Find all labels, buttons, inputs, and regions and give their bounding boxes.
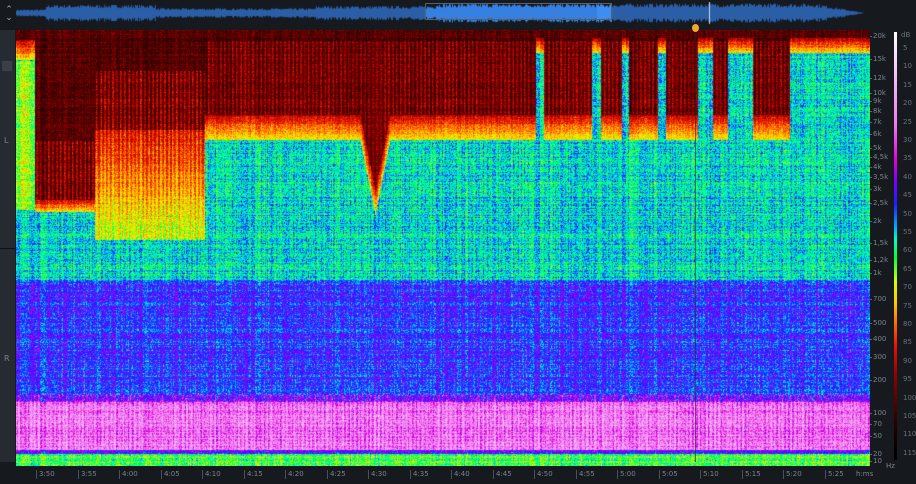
db-unit-label: dB bbox=[901, 31, 911, 39]
channel-divider bbox=[0, 248, 15, 249]
db-tick-label: 90 bbox=[903, 356, 912, 365]
time-unit-label: h:ms bbox=[856, 470, 874, 478]
db-tick-label: 65 bbox=[903, 264, 912, 273]
frequency-tick-label: 12k bbox=[870, 74, 886, 82]
waveform-overview[interactable]: ⌃ ⌄ bbox=[0, 0, 916, 28]
time-tick-label: 4:35 bbox=[410, 470, 429, 479]
frequency-tick-label: 3,5k bbox=[869, 173, 889, 181]
db-tick-label: 60 bbox=[903, 246, 912, 255]
frequency-tick-label: 70 bbox=[870, 420, 882, 428]
frequency-tick-label: 700 bbox=[869, 295, 887, 303]
frequency-tick-label: 4k bbox=[870, 163, 882, 171]
frequency-tick-label: 8k bbox=[870, 107, 882, 115]
db-tick-label: 10 bbox=[903, 62, 912, 71]
time-tick-label: 4:10 bbox=[202, 470, 221, 479]
db-tick-label: 5 bbox=[903, 44, 908, 52]
frequency-tick-label: 50 bbox=[870, 432, 882, 440]
time-tick-label: 5:25 bbox=[825, 470, 844, 479]
frequency-tick-label: 6k bbox=[870, 130, 882, 138]
db-tick-label: 100 bbox=[903, 393, 916, 402]
channel-left-label[interactable]: L bbox=[4, 136, 9, 145]
frequency-tick-label: 10k bbox=[870, 89, 886, 97]
time-tick-label: 5:20 bbox=[783, 470, 802, 479]
frequency-tick-label: 15k bbox=[870, 55, 886, 63]
db-tick-label: 30 bbox=[903, 136, 912, 144]
time-axis[interactable]: 3:50 3:55 4:00 4:05 4:10 4:15 4:20 4:25 4:30 4:35… bbox=[16, 466, 872, 484]
time-tick-label: 3:50 bbox=[36, 470, 55, 479]
playhead-line bbox=[695, 30, 696, 462]
db-tick-label: 70 bbox=[903, 283, 912, 292]
channel-corner-button[interactable] bbox=[2, 61, 12, 71]
db-tick-label: 110 bbox=[903, 430, 916, 439]
channel-selector[interactable]: L R bbox=[0, 30, 15, 462]
frequency-tick-label: 1k bbox=[870, 269, 882, 277]
db-tick-label: 80 bbox=[903, 320, 912, 328]
frequency-unit-label: Hz bbox=[886, 462, 895, 470]
frequency-tick-label: 500 bbox=[869, 319, 887, 327]
frequency-tick-label: 20k bbox=[870, 32, 886, 40]
frequency-tick-label: 9k bbox=[870, 97, 882, 105]
spectrogram-display[interactable] bbox=[16, 30, 870, 466]
time-tick-label: 4:30 bbox=[368, 470, 387, 479]
time-tick-label: 5:05 bbox=[659, 470, 678, 479]
time-tick-label: 4:00 bbox=[119, 470, 138, 479]
frequency-tick-label: 100 bbox=[869, 409, 887, 417]
db-tick-label: 15 bbox=[903, 80, 912, 89]
time-tick-label: 3:55 bbox=[78, 470, 97, 479]
db-tick-label: 20 bbox=[903, 99, 912, 108]
time-tick-label: 4:20 bbox=[285, 470, 304, 479]
db-tick-label: 35 bbox=[903, 154, 912, 163]
time-tick-label: 4:45 bbox=[493, 470, 512, 479]
time-tick-label: 4:55 bbox=[576, 470, 595, 479]
playhead-handle[interactable] bbox=[692, 24, 699, 32]
db-tick-label: 95 bbox=[903, 375, 912, 384]
db-tick-label: 85 bbox=[903, 338, 912, 347]
time-tick-label: 4:05 bbox=[161, 470, 180, 479]
overview-waveform[interactable] bbox=[16, 2, 876, 26]
time-tick-label: 5:10 bbox=[700, 470, 719, 479]
db-tick-label: 75 bbox=[903, 301, 912, 310]
db-tick-label: 55 bbox=[903, 228, 912, 236]
frequency-tick-label: 10 bbox=[870, 457, 882, 465]
frequency-tick-label: 20 bbox=[870, 450, 882, 458]
time-tick-label: 4:50 bbox=[534, 470, 553, 479]
time-tick-label: 5:00 bbox=[617, 470, 636, 479]
db-tick-label: 105 bbox=[903, 412, 916, 420]
frequency-tick-label: 4,5k bbox=[869, 153, 889, 161]
frequency-tick-label: 3k bbox=[870, 185, 882, 193]
db-tick-label: 45 bbox=[903, 191, 912, 200]
frequency-tick-label: 5k bbox=[870, 144, 882, 152]
db-tick-label: 50 bbox=[903, 209, 912, 218]
db-tick-label: 115 bbox=[903, 448, 916, 457]
db-tick-label: 40 bbox=[903, 172, 912, 181]
frequency-tick-label: 300 bbox=[869, 353, 887, 361]
channel-right-label[interactable]: R bbox=[4, 354, 10, 363]
frequency-tick-label: 2k bbox=[870, 217, 882, 225]
db-tick-label: 25 bbox=[903, 117, 912, 126]
frequency-tick-label: 400 bbox=[869, 335, 887, 343]
time-tick-label: 5:15 bbox=[742, 470, 761, 479]
frequency-tick-label: 2,5k bbox=[869, 199, 889, 207]
frequency-tick-label: 1,2k bbox=[869, 256, 889, 264]
frequency-tick-label: 200 bbox=[869, 376, 887, 384]
frequency-tick-label: 1,5k bbox=[869, 239, 889, 247]
overview-view-selection[interactable] bbox=[425, 3, 612, 20]
time-tick-label: 4:25 bbox=[327, 470, 346, 479]
frequency-tick-label: 7k bbox=[870, 118, 882, 126]
collapse-expand-icon[interactable]: ⌃ ⌄ bbox=[5, 5, 13, 23]
time-tick-label: 4:40 bbox=[451, 470, 470, 479]
time-tick-label: 4:15 bbox=[244, 470, 263, 479]
db-colorbar bbox=[894, 32, 897, 460]
